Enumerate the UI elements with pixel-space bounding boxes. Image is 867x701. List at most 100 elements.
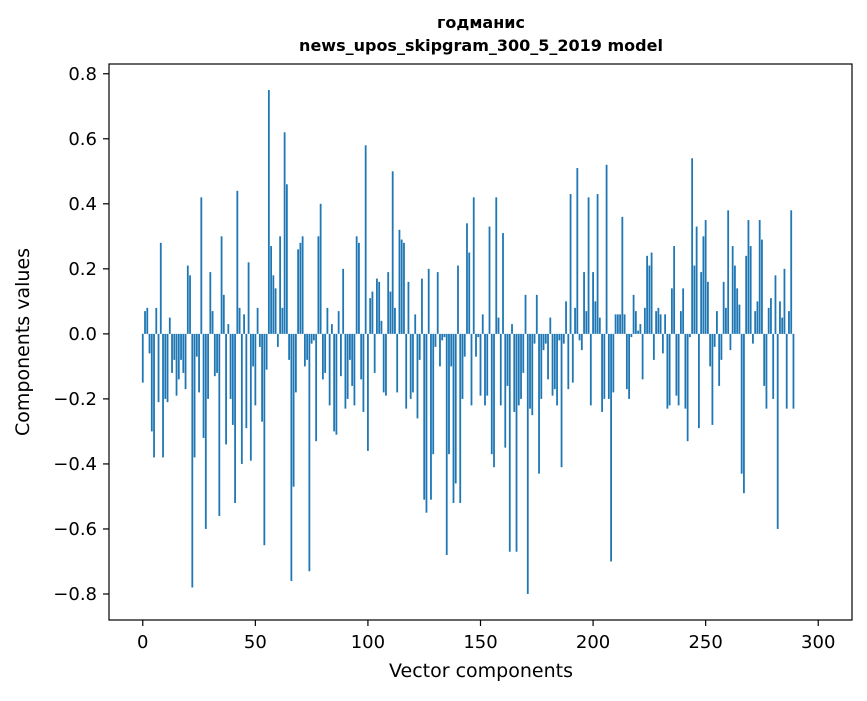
bar-component-171 bbox=[526, 333, 529, 594]
bar-component-259 bbox=[725, 307, 727, 334]
bar-component-44 bbox=[240, 333, 243, 464]
bar-component-107 bbox=[382, 333, 385, 393]
bar-component-40 bbox=[231, 333, 234, 425]
bar-component-264 bbox=[736, 288, 739, 334]
bar-component-184 bbox=[556, 333, 558, 406]
bar-component-89 bbox=[342, 268, 345, 334]
bar-component-166 bbox=[515, 333, 518, 552]
bar-component-131 bbox=[436, 272, 439, 334]
bar-component-242 bbox=[686, 333, 689, 442]
bar-component-288 bbox=[790, 210, 793, 334]
bar-component-46 bbox=[245, 333, 248, 429]
bar-component-225 bbox=[648, 265, 651, 334]
bar-component-81 bbox=[324, 333, 327, 373]
bar-component-216 bbox=[628, 333, 630, 399]
bar-component-230 bbox=[659, 314, 662, 334]
bar-component-255 bbox=[716, 311, 718, 334]
bar-component-105 bbox=[378, 281, 381, 334]
bar-component-117 bbox=[405, 333, 408, 409]
y-tick-label: −0.2 bbox=[53, 389, 97, 410]
bar-component-185 bbox=[558, 333, 561, 341]
bar-component-109 bbox=[387, 272, 390, 334]
bar-component-162 bbox=[506, 333, 509, 386]
x-tick-label: 0 bbox=[137, 632, 148, 653]
bar-component-239 bbox=[679, 311, 682, 334]
bar-component-182 bbox=[551, 333, 554, 396]
bar-component-126 bbox=[425, 333, 428, 513]
bar-component-247 bbox=[698, 333, 700, 429]
bar-component-110 bbox=[389, 291, 392, 334]
bar-component-197 bbox=[585, 311, 588, 334]
bar-component-146 bbox=[470, 333, 473, 406]
bar-component-285 bbox=[783, 268, 786, 334]
bar-component-11 bbox=[166, 333, 169, 403]
bar-component-10 bbox=[164, 333, 167, 399]
bar-component-43 bbox=[238, 307, 241, 334]
bar-component-190 bbox=[569, 194, 572, 334]
bar-component-228 bbox=[655, 311, 658, 334]
bar-component-281 bbox=[774, 275, 777, 334]
bar-component-91 bbox=[346, 333, 349, 399]
bar-component-95 bbox=[355, 236, 358, 334]
bar-component-24 bbox=[195, 333, 198, 357]
bar-component-207 bbox=[607, 333, 610, 399]
bar-component-287 bbox=[788, 311, 790, 334]
bar-component-167 bbox=[517, 333, 520, 406]
bar-component-254 bbox=[713, 333, 716, 347]
bar-component-38 bbox=[227, 324, 230, 334]
bar-component-271 bbox=[752, 333, 754, 344]
chart-title-line1: годманис bbox=[437, 13, 525, 32]
bar-component-13 bbox=[171, 333, 173, 373]
bar-component-178 bbox=[542, 333, 545, 351]
bar-component-153 bbox=[486, 333, 489, 396]
y-tick-label: 0.6 bbox=[68, 129, 97, 150]
bar-component-289 bbox=[792, 333, 795, 409]
bar-component-275 bbox=[761, 239, 763, 334]
bar-component-211 bbox=[616, 314, 619, 334]
bar-component-104 bbox=[376, 278, 378, 334]
bar-component-65 bbox=[288, 333, 291, 360]
bar-component-53 bbox=[261, 333, 263, 422]
bar-component-188 bbox=[565, 301, 567, 334]
bar-component-257 bbox=[720, 333, 723, 360]
bar-component-145 bbox=[468, 252, 471, 334]
bar-component-55 bbox=[265, 333, 268, 370]
bar-component-173 bbox=[531, 333, 534, 416]
bar-component-222 bbox=[641, 333, 644, 380]
bar-component-240 bbox=[682, 288, 685, 334]
bar-component-17 bbox=[180, 333, 182, 360]
bar-component-273 bbox=[756, 301, 759, 334]
bar-component-30 bbox=[209, 272, 212, 334]
bar-component-75 bbox=[310, 333, 313, 344]
bar-component-261 bbox=[729, 333, 732, 351]
bar-component-87 bbox=[337, 311, 340, 334]
bar-component-258 bbox=[722, 281, 725, 334]
bar-component-233 bbox=[666, 333, 669, 409]
bar-component-147 bbox=[472, 197, 475, 334]
bar-component-135 bbox=[445, 333, 448, 555]
bar-component-232 bbox=[664, 314, 667, 334]
bar-component-19 bbox=[184, 333, 187, 390]
bar-component-202 bbox=[596, 194, 599, 334]
bar-component-227 bbox=[652, 333, 655, 360]
bar-component-263 bbox=[734, 265, 736, 334]
bar-component-137 bbox=[450, 333, 453, 367]
bar-component-92 bbox=[349, 333, 351, 360]
bar-component-28 bbox=[204, 333, 207, 529]
y-axis: 0.8 0.6 0.4 0.2 0.0 −0.2 −0.4 −0.6 −0.8 bbox=[53, 64, 109, 605]
bar-component-157 bbox=[495, 197, 498, 334]
bar-component-256 bbox=[718, 333, 721, 386]
bar-component-82 bbox=[326, 307, 329, 334]
bar-component-268 bbox=[745, 255, 748, 334]
bar-component-99 bbox=[364, 145, 367, 334]
bar-component-69 bbox=[297, 249, 300, 334]
bar-component-180 bbox=[547, 333, 549, 380]
bar-component-68 bbox=[294, 333, 297, 393]
bar-component-108 bbox=[385, 333, 387, 396]
x-tick-label: 150 bbox=[463, 632, 497, 653]
bar-component-57 bbox=[270, 246, 273, 334]
bar-component-83 bbox=[328, 333, 331, 406]
bar-component-251 bbox=[707, 281, 709, 334]
bar-component-142 bbox=[461, 333, 464, 399]
bar-component-22 bbox=[191, 333, 194, 588]
